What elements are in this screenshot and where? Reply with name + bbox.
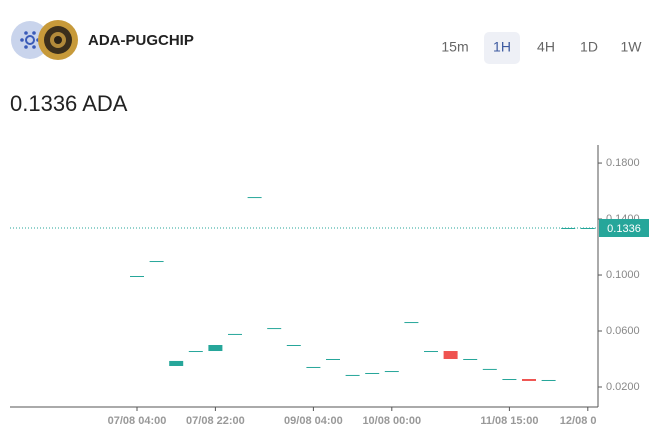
price-label: 0.1336: [607, 223, 641, 235]
y-tick-label: 0.1800: [606, 157, 640, 169]
timeframe-button[interactable]: 1H: [493, 39, 511, 55]
price-label-bg: [599, 218, 649, 237]
candle-body: [169, 360, 184, 366]
x-tick-label: 07/08 04:00: [108, 415, 167, 427]
timeframe-button[interactable]: 4H: [537, 39, 555, 55]
candle-body: [463, 358, 478, 360]
candle-body: [286, 344, 301, 346]
timeframe-button[interactable]: 1D: [580, 39, 598, 55]
candle-body: [580, 227, 595, 229]
candle-body: [228, 333, 242, 335]
x-tick-label: 11/08 15:00: [480, 415, 538, 427]
candle-body: [208, 344, 223, 352]
candle-body: [541, 379, 556, 381]
candle-body: [502, 379, 517, 381]
token-icons: [11, 20, 78, 60]
candle-body: [424, 351, 438, 353]
y-tick-label: 0.0200: [606, 381, 640, 393]
candle-body: [130, 276, 144, 277]
candle-body: [384, 371, 399, 373]
candle-body: [345, 374, 360, 376]
candle-body: [443, 351, 458, 359]
candle-body: [326, 358, 340, 360]
x-tick-label: 10/08 00:00: [362, 415, 421, 427]
timeframe-button[interactable]: 1W: [621, 39, 643, 55]
candle-body: [522, 379, 536, 381]
candle-body: [247, 197, 262, 199]
selected-bg: [484, 32, 520, 64]
timeframe-button[interactable]: 15m: [441, 39, 468, 55]
candle-body: [365, 372, 380, 374]
candle-body: [306, 366, 321, 368]
candle-body: [188, 351, 203, 353]
pair-name: ADA-PUGCHIP: [88, 32, 194, 49]
x-tick-label: 12/08 0: [560, 415, 597, 427]
candle-body: [482, 368, 497, 370]
x-tick-label: 09/08 04:00: [284, 415, 343, 427]
candle-body: [404, 322, 419, 324]
x-tick-label: 07/08 22:00: [186, 415, 245, 427]
candle-body: [267, 328, 282, 330]
current-price: 0.1336 ADA: [10, 91, 128, 116]
y-tick-label: 0.0600: [606, 325, 640, 337]
candle-body: [149, 261, 164, 263]
y-tick-label: 0.1000: [606, 269, 640, 281]
